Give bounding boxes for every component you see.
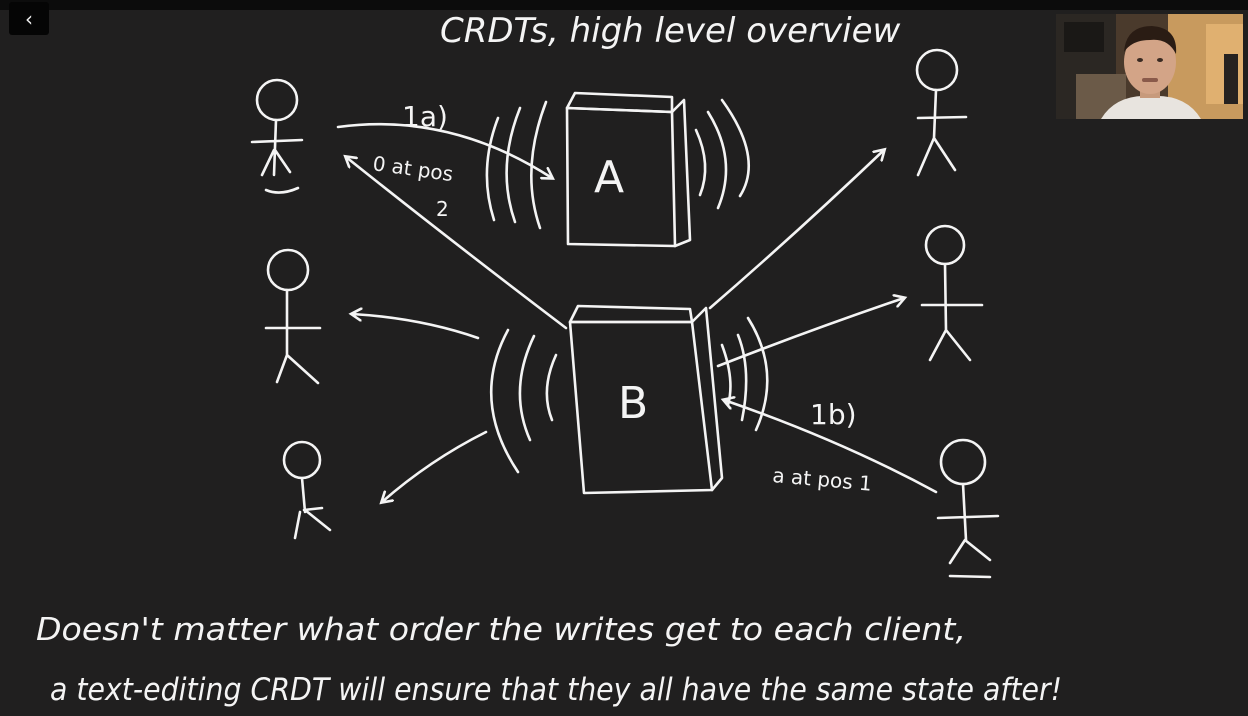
client-figure-bottom-left [282,440,332,540]
client-figure-middle-right [920,224,984,362]
step-1b-label: 1b) [810,398,857,431]
chevron-left-icon: ‹ [25,6,33,31]
arrow-b-to-top-left [346,157,568,330]
top-bar [0,0,1248,10]
caption-line-1: Doesn't matter what order the writes get… [36,612,966,648]
client-figure-bottom-right [936,438,1000,579]
server-a: A [485,91,751,248]
arrow-client-to-a [336,122,552,178]
presenter-webcam [1056,14,1243,119]
step-1a-label: 1a) [402,100,448,133]
client-figure-top-right [915,48,968,177]
arrow-client-to-b [724,400,938,494]
server-b: B [489,304,769,495]
client-figure-middle-left [264,248,322,385]
caption-line-2: a text-editing CRDT will ensure that the… [50,672,1062,708]
server-b-label: B [618,378,648,429]
arrow-b-to-top-right [708,150,884,310]
server-a-label: A [594,152,624,203]
back-button[interactable]: ‹ [9,2,49,35]
step-1b-note: a at pos 1 [772,463,873,496]
client-figure-top-left [250,78,304,194]
arrow-b-to-middle-right [716,298,904,368]
arrow-b-to-middle-left [352,314,480,340]
presenter-webcam-icon [1056,14,1243,119]
step-1a-note-position: 2 [436,197,449,221]
step-1a-note: 0 at pos [371,151,454,186]
whiteboard-title: CRDTs, high level overview [440,11,901,51]
arrow-b-to-bottom-left [382,430,488,502]
